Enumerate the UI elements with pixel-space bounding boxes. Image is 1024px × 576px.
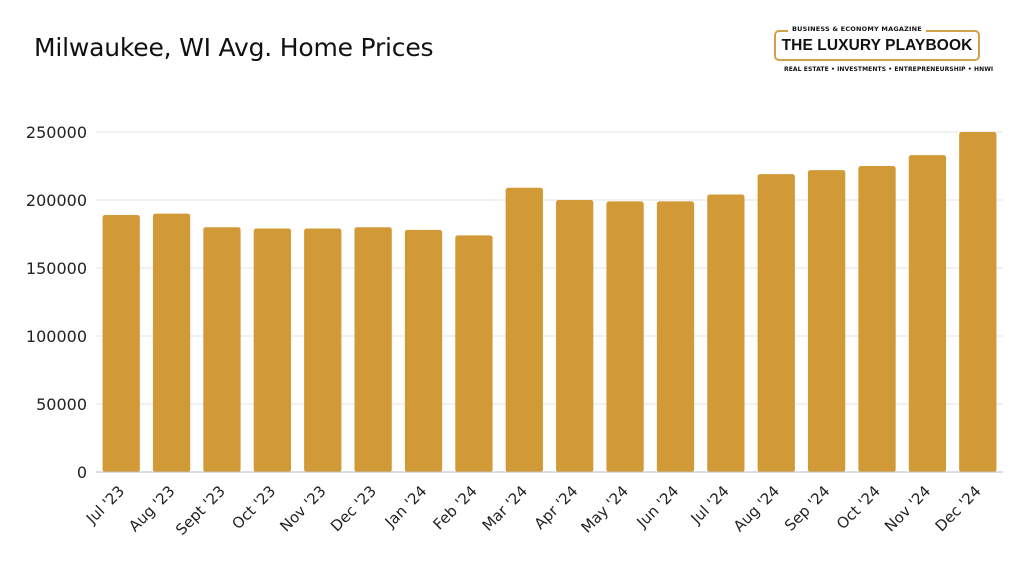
x-tick-label: Dec '24 xyxy=(932,482,985,535)
y-tick-label: 0 xyxy=(77,463,87,482)
bar xyxy=(606,201,644,473)
bar xyxy=(404,229,443,472)
x-tick-label: Oct '24 xyxy=(833,482,884,533)
bar xyxy=(757,174,795,472)
x-tick-label: May '24 xyxy=(577,482,631,536)
logo-bottom-tag: REAL ESTATE • INVESTMENTS • ENTREPRENEUR… xyxy=(784,66,994,73)
y-axis: 0 50000 100000 150000 200000 250000 xyxy=(26,123,87,482)
x-tick-label: Jun '24 xyxy=(633,482,683,532)
bar xyxy=(354,227,392,472)
bar xyxy=(505,187,543,472)
x-tick-label: Sept '23 xyxy=(172,482,229,539)
x-tick-label: Apr '24 xyxy=(531,482,582,533)
x-tick-label: Mar '24 xyxy=(479,482,532,535)
x-tick-label: Aug '23 xyxy=(125,482,178,535)
bar xyxy=(253,228,292,472)
bar xyxy=(707,194,745,472)
y-tick-label: 100000 xyxy=(26,327,87,346)
bars xyxy=(102,132,997,473)
bar xyxy=(959,132,997,472)
bar xyxy=(807,170,846,472)
bar xyxy=(455,235,493,472)
x-tick-label: Feb '24 xyxy=(429,482,480,533)
x-tick-label: Sep '24 xyxy=(781,482,834,535)
x-tick-label: Oct '23 xyxy=(228,482,279,533)
bar xyxy=(152,213,191,472)
x-tick-label: Jan '24 xyxy=(381,482,431,532)
y-tick-label: 150000 xyxy=(26,259,87,278)
x-tick-label: Jul '23 xyxy=(82,482,128,528)
bar xyxy=(908,155,947,472)
bar xyxy=(304,228,342,472)
bar xyxy=(102,214,140,472)
y-tick-label: 50000 xyxy=(36,395,87,414)
grid-lines xyxy=(96,131,1003,405)
y-tick-label: 200000 xyxy=(26,191,87,210)
bar xyxy=(203,227,241,472)
logo-top-tag: BUSINESS & ECONOMY MAGAZINE xyxy=(788,25,926,33)
x-tick-label: Nov '24 xyxy=(881,482,934,535)
x-tick-label: Jul '24 xyxy=(687,482,733,528)
bar xyxy=(858,166,896,472)
x-tick-label: Aug '24 xyxy=(730,482,783,535)
bar xyxy=(556,200,594,472)
chart-title: Milwaukee, WI Avg. Home Prices xyxy=(34,33,434,62)
x-tick-label: Dec '23 xyxy=(327,482,380,535)
x-tick-label: Nov '23 xyxy=(276,482,329,535)
bar xyxy=(656,201,695,473)
y-tick-label: 250000 xyxy=(26,123,87,142)
